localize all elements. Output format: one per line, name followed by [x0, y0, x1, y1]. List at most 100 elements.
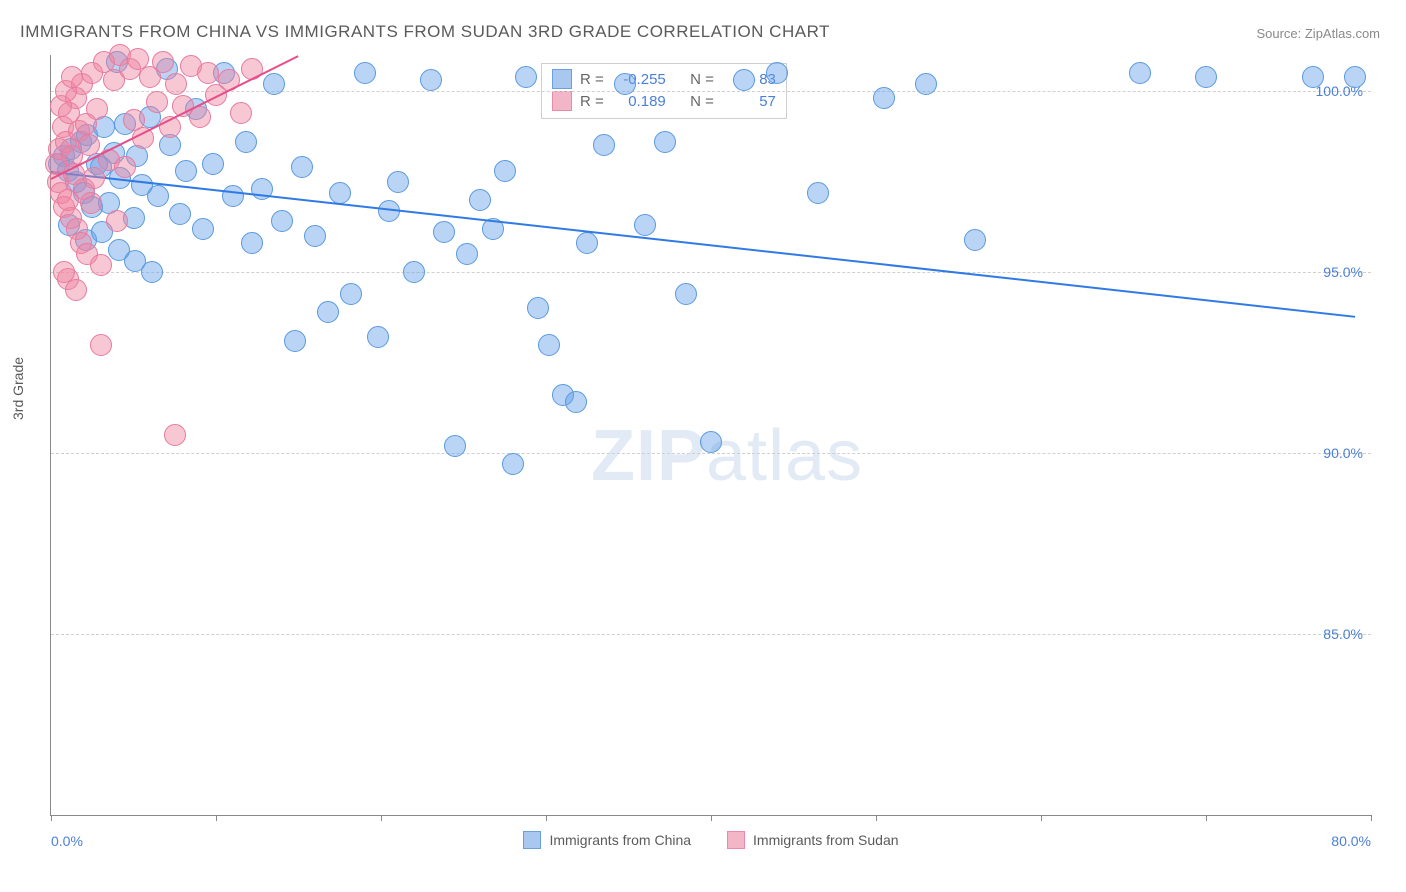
data-point: [53, 261, 75, 283]
data-point: [565, 391, 587, 413]
data-point: [675, 283, 697, 305]
data-point: [263, 73, 285, 95]
data-point: [90, 254, 112, 276]
legend-item-china: Immigrants from China: [523, 831, 691, 849]
n-label: N =: [690, 71, 714, 88]
data-point: [593, 134, 615, 156]
data-point: [494, 160, 516, 182]
data-point: [1129, 62, 1151, 84]
data-point: [444, 435, 466, 457]
data-point: [235, 131, 257, 153]
data-point: [1195, 66, 1217, 88]
data-point: [515, 66, 537, 88]
data-point: [433, 221, 455, 243]
data-point: [329, 182, 351, 204]
watermark: ZIPatlas: [591, 415, 863, 497]
data-point: [241, 232, 263, 254]
data-point: [291, 156, 313, 178]
data-point: [80, 192, 102, 214]
data-point: [271, 210, 293, 232]
data-point: [340, 283, 362, 305]
data-point: [78, 134, 100, 156]
data-point: [403, 261, 425, 283]
gridline: [51, 91, 1371, 92]
data-point: [420, 69, 442, 91]
data-point: [202, 153, 224, 175]
data-point: [469, 189, 491, 211]
data-point: [147, 185, 169, 207]
x-tick: [711, 815, 712, 821]
data-point: [197, 62, 219, 84]
data-point: [141, 261, 163, 283]
swatch-china-icon: [523, 831, 541, 849]
x-tick: [381, 815, 382, 821]
x-tick-label: 0.0%: [51, 833, 83, 849]
data-point: [576, 232, 598, 254]
n-value-sudan: 57: [722, 93, 776, 110]
data-point: [634, 214, 656, 236]
r-label: R =: [580, 71, 604, 88]
data-point: [367, 326, 389, 348]
data-point: [1302, 66, 1324, 88]
data-point: [964, 229, 986, 251]
legend-row-sudan: R = 0.189 N = 57: [552, 90, 776, 112]
y-tick-label: 95.0%: [1323, 264, 1363, 280]
x-tick: [216, 815, 217, 821]
data-point: [61, 66, 83, 88]
data-point: [86, 98, 108, 120]
data-point: [230, 102, 252, 124]
chart-title: IMMIGRANTS FROM CHINA VS IMMIGRANTS FROM…: [20, 22, 830, 42]
data-point: [192, 218, 214, 240]
y-tick-label: 90.0%: [1323, 445, 1363, 461]
chart-container: IMMIGRANTS FROM CHINA VS IMMIGRANTS FROM…: [0, 0, 1406, 892]
legend-item-sudan: Immigrants from Sudan: [727, 831, 899, 849]
legend-series: Immigrants from China Immigrants from Su…: [51, 831, 1371, 849]
data-point: [387, 171, 409, 193]
data-point: [222, 185, 244, 207]
data-point: [164, 424, 186, 446]
data-point: [90, 334, 112, 356]
x-tick: [546, 815, 547, 821]
y-axis-label: 3rd Grade: [10, 357, 26, 420]
data-point: [65, 279, 87, 301]
x-tick: [1206, 815, 1207, 821]
gridline: [51, 272, 1371, 273]
x-tick: [51, 815, 52, 821]
data-point: [654, 131, 676, 153]
data-point: [527, 297, 549, 319]
data-point: [304, 225, 326, 247]
legend-label-sudan: Immigrants from Sudan: [753, 832, 899, 848]
data-point: [807, 182, 829, 204]
data-point: [766, 62, 788, 84]
r-value-sudan: 0.189: [612, 93, 666, 110]
data-point: [284, 330, 306, 352]
data-point: [175, 160, 197, 182]
data-point: [114, 156, 136, 178]
legend-label-china: Immigrants from China: [549, 832, 691, 848]
x-tick-label: 80.0%: [1331, 833, 1371, 849]
x-tick: [1041, 815, 1042, 821]
swatch-sudan-icon: [727, 831, 745, 849]
data-point: [733, 69, 755, 91]
data-point: [169, 203, 191, 225]
data-point: [165, 73, 187, 95]
data-point: [146, 91, 168, 113]
r-label: R =: [580, 93, 604, 110]
x-tick: [1371, 815, 1372, 821]
data-point: [873, 87, 895, 109]
data-point: [614, 73, 636, 95]
data-point: [83, 167, 105, 189]
data-point: [354, 62, 376, 84]
data-point: [700, 431, 722, 453]
data-point: [456, 243, 478, 265]
y-tick-label: 85.0%: [1323, 626, 1363, 642]
swatch-sudan: [552, 91, 572, 111]
plot-area: ZIPatlas R = -0.255 N = 83 R = 0.189 N =…: [50, 55, 1371, 816]
data-point: [538, 334, 560, 356]
data-point: [915, 73, 937, 95]
source-label: Source: ZipAtlas.com: [1256, 26, 1380, 41]
data-point: [106, 210, 128, 232]
data-point: [317, 301, 339, 323]
data-point: [1344, 66, 1366, 88]
n-label: N =: [690, 93, 714, 110]
